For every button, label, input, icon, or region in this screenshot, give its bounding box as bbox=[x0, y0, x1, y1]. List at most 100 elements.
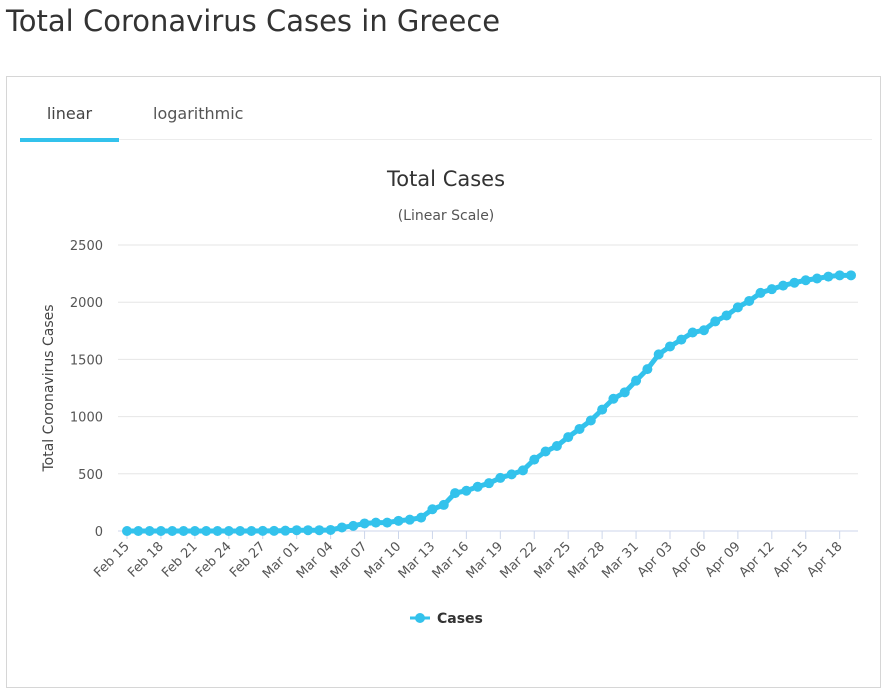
x-tick-label: Feb 21 bbox=[159, 539, 201, 581]
data-point[interactable] bbox=[585, 415, 596, 426]
data-point[interactable] bbox=[744, 295, 755, 306]
x-tick-label: Mar 22 bbox=[498, 539, 541, 582]
y-axis-title: Total Coronavirus Cases bbox=[41, 304, 57, 472]
data-point[interactable] bbox=[472, 481, 483, 492]
data-point[interactable] bbox=[336, 522, 347, 533]
data-point[interactable] bbox=[167, 526, 178, 536]
data-point[interactable] bbox=[619, 387, 630, 398]
data-point[interactable] bbox=[382, 517, 393, 528]
data-point[interactable] bbox=[710, 316, 721, 327]
data-point[interactable] bbox=[438, 499, 449, 510]
x-tick-label: Apr 06 bbox=[669, 539, 710, 580]
data-point[interactable] bbox=[563, 432, 574, 443]
active-tab-indicator bbox=[20, 138, 119, 142]
data-point[interactable] bbox=[393, 515, 404, 526]
data-point[interactable] bbox=[665, 341, 675, 352]
data-point[interactable] bbox=[416, 512, 427, 523]
data-point[interactable] bbox=[303, 525, 313, 536]
x-tick-label: Mar 07 bbox=[328, 539, 371, 582]
chart-panel: linear logarithmic bbox=[6, 76, 881, 688]
data-point[interactable] bbox=[212, 526, 223, 536]
data-point[interactable] bbox=[574, 423, 585, 434]
data-point[interactable] bbox=[597, 404, 608, 415]
data-point[interactable] bbox=[404, 514, 415, 525]
data-point[interactable] bbox=[766, 284, 777, 295]
data-point[interactable] bbox=[642, 364, 653, 375]
data-point[interactable] bbox=[608, 393, 619, 404]
data-point[interactable] bbox=[133, 526, 144, 536]
data-point[interactable] bbox=[122, 526, 132, 536]
data-point[interactable] bbox=[721, 310, 732, 321]
page-title: Total Coronavirus Cases in Greece bbox=[6, 4, 501, 38]
data-point[interactable] bbox=[189, 526, 200, 536]
data-point[interactable] bbox=[517, 465, 528, 476]
series-cases[interactable] bbox=[122, 270, 856, 536]
data-point[interactable] bbox=[551, 441, 562, 452]
data-point[interactable] bbox=[495, 472, 506, 483]
x-tick-label: Feb 24 bbox=[193, 539, 235, 581]
y-tick-label: 1500 bbox=[70, 353, 103, 368]
data-point[interactable] bbox=[223, 526, 234, 536]
x-tick-label: Apr 09 bbox=[703, 539, 744, 580]
tab-linear-label: linear bbox=[46, 104, 93, 123]
data-point[interactable] bbox=[235, 526, 246, 536]
data-point[interactable] bbox=[789, 277, 800, 288]
x-tick-label: Apr 15 bbox=[770, 539, 811, 580]
y-tick-label: 500 bbox=[78, 468, 103, 483]
data-point[interactable] bbox=[348, 520, 359, 531]
data-point[interactable] bbox=[269, 525, 280, 536]
data-point[interactable] bbox=[540, 446, 551, 457]
x-tick-label: Mar 10 bbox=[362, 539, 405, 582]
data-point[interactable] bbox=[529, 454, 540, 465]
data-point[interactable] bbox=[359, 518, 370, 529]
tab-logarithmic[interactable]: logarithmic bbox=[153, 95, 244, 139]
data-point[interactable] bbox=[732, 302, 743, 313]
legend-label: Cases bbox=[437, 611, 483, 627]
y-tick-label: 2500 bbox=[70, 239, 103, 254]
data-point[interactable] bbox=[370, 517, 381, 528]
data-point[interactable] bbox=[676, 334, 687, 345]
data-point[interactable] bbox=[461, 485, 472, 496]
data-point[interactable] bbox=[144, 526, 155, 536]
data-point[interactable] bbox=[846, 270, 856, 281]
x-tick-label: Mar 19 bbox=[464, 539, 507, 582]
data-point[interactable] bbox=[450, 488, 461, 499]
data-point[interactable] bbox=[325, 524, 336, 535]
data-point[interactable] bbox=[631, 375, 642, 386]
data-point[interactable] bbox=[178, 526, 189, 536]
x-tick-label: Apr 03 bbox=[635, 539, 676, 580]
data-point[interactable] bbox=[698, 325, 709, 336]
data-point[interactable] bbox=[155, 526, 166, 536]
x-tick-label: Mar 28 bbox=[565, 539, 608, 582]
data-point[interactable] bbox=[257, 525, 268, 536]
data-point[interactable] bbox=[823, 271, 834, 282]
tab-logarithmic-label: logarithmic bbox=[153, 104, 244, 123]
data-point[interactable] bbox=[687, 327, 698, 338]
data-point[interactable] bbox=[778, 280, 789, 291]
chart-subtitle: (Linear Scale) bbox=[398, 208, 495, 224]
data-point[interactable] bbox=[834, 270, 845, 281]
data-point[interactable] bbox=[653, 349, 664, 360]
x-tick-label: Mar 04 bbox=[294, 539, 337, 582]
data-point[interactable] bbox=[755, 287, 766, 298]
x-tick-label: Mar 13 bbox=[396, 539, 439, 582]
data-point[interactable] bbox=[427, 504, 438, 515]
legend-marker bbox=[415, 613, 425, 623]
legend[interactable]: Cases bbox=[410, 611, 483, 627]
data-point[interactable] bbox=[484, 478, 494, 489]
grid-lines bbox=[118, 244, 858, 532]
data-point[interactable] bbox=[280, 525, 291, 536]
data-point[interactable] bbox=[812, 273, 823, 284]
data-point[interactable] bbox=[506, 469, 517, 480]
scale-tabs: linear logarithmic bbox=[20, 95, 872, 142]
tab-linear[interactable]: linear bbox=[20, 95, 119, 142]
data-point[interactable] bbox=[800, 275, 811, 286]
data-point[interactable] bbox=[201, 526, 212, 536]
data-point[interactable] bbox=[246, 526, 257, 536]
data-point[interactable] bbox=[314, 525, 325, 536]
x-tick-label: Mar 31 bbox=[599, 539, 642, 582]
chart-title: Total Cases bbox=[386, 167, 505, 191]
data-point[interactable] bbox=[291, 525, 302, 536]
